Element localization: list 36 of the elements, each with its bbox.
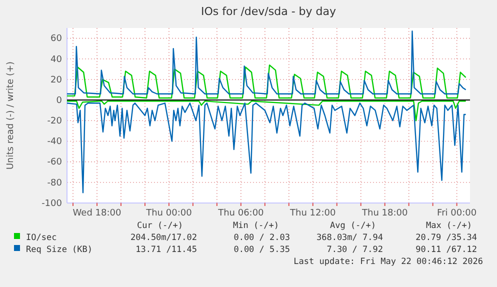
x-tick-label: Wed 18:00 — [72, 208, 122, 218]
text: 7.30 / 7.92 — [326, 245, 383, 255]
y-tick-label: 0 — [56, 96, 62, 106]
y-tick-label: 20 — [50, 75, 62, 86]
text: Last update: Fri May 22 00:46:12 2026 — [294, 257, 483, 267]
line-series — [66, 30, 466, 94]
line-series — [66, 64, 466, 99]
text: 204.50m/17.02 — [130, 233, 197, 243]
x-tick-label: Thu 06:00 — [217, 208, 264, 218]
x-tick-label: Fri 00:00 — [437, 208, 477, 218]
y-tick-label: -100 — [42, 198, 62, 209]
x-tick-label: Thu 18:00 — [360, 208, 408, 218]
x-tick-label: Thu 00:00 — [145, 208, 192, 218]
y-tick-label: 60 — [50, 34, 62, 44]
text: Min (-/+) — [232, 221, 280, 231]
text: Max (-/+) — [426, 221, 472, 231]
y-tick-label: -20 — [47, 116, 62, 127]
text: Avg (-/+) — [330, 221, 376, 231]
y-tick-label: -40 — [47, 137, 62, 148]
text: 0.00 / 5.35 — [234, 245, 290, 255]
legend-label: Req Size (KB) — [26, 245, 93, 255]
line-series — [66, 102, 466, 194]
text: 13.71 /11.45 — [136, 245, 197, 255]
text: 368.03m/ 7.94 — [316, 233, 383, 243]
line-series — [66, 100, 466, 122]
text: 0.00 / 2.03 — [234, 233, 290, 243]
y-tick-label: -80 — [47, 178, 62, 188]
text: 20.79 /35.34 — [416, 233, 477, 243]
y-axis-title: Units read (-) / write (+) — [6, 61, 16, 170]
legend-label: IO/sec — [26, 233, 57, 243]
text: 90.11 /67.12 — [416, 245, 477, 255]
text: Cur (-/+) — [136, 221, 184, 231]
y-tick-label: 40 — [50, 54, 62, 65]
chart-title: IOs for /dev/sda - by day — [200, 5, 337, 18]
x-tick-label: Thu 12:00 — [289, 208, 336, 218]
y-tick-label: -60 — [47, 158, 62, 168]
